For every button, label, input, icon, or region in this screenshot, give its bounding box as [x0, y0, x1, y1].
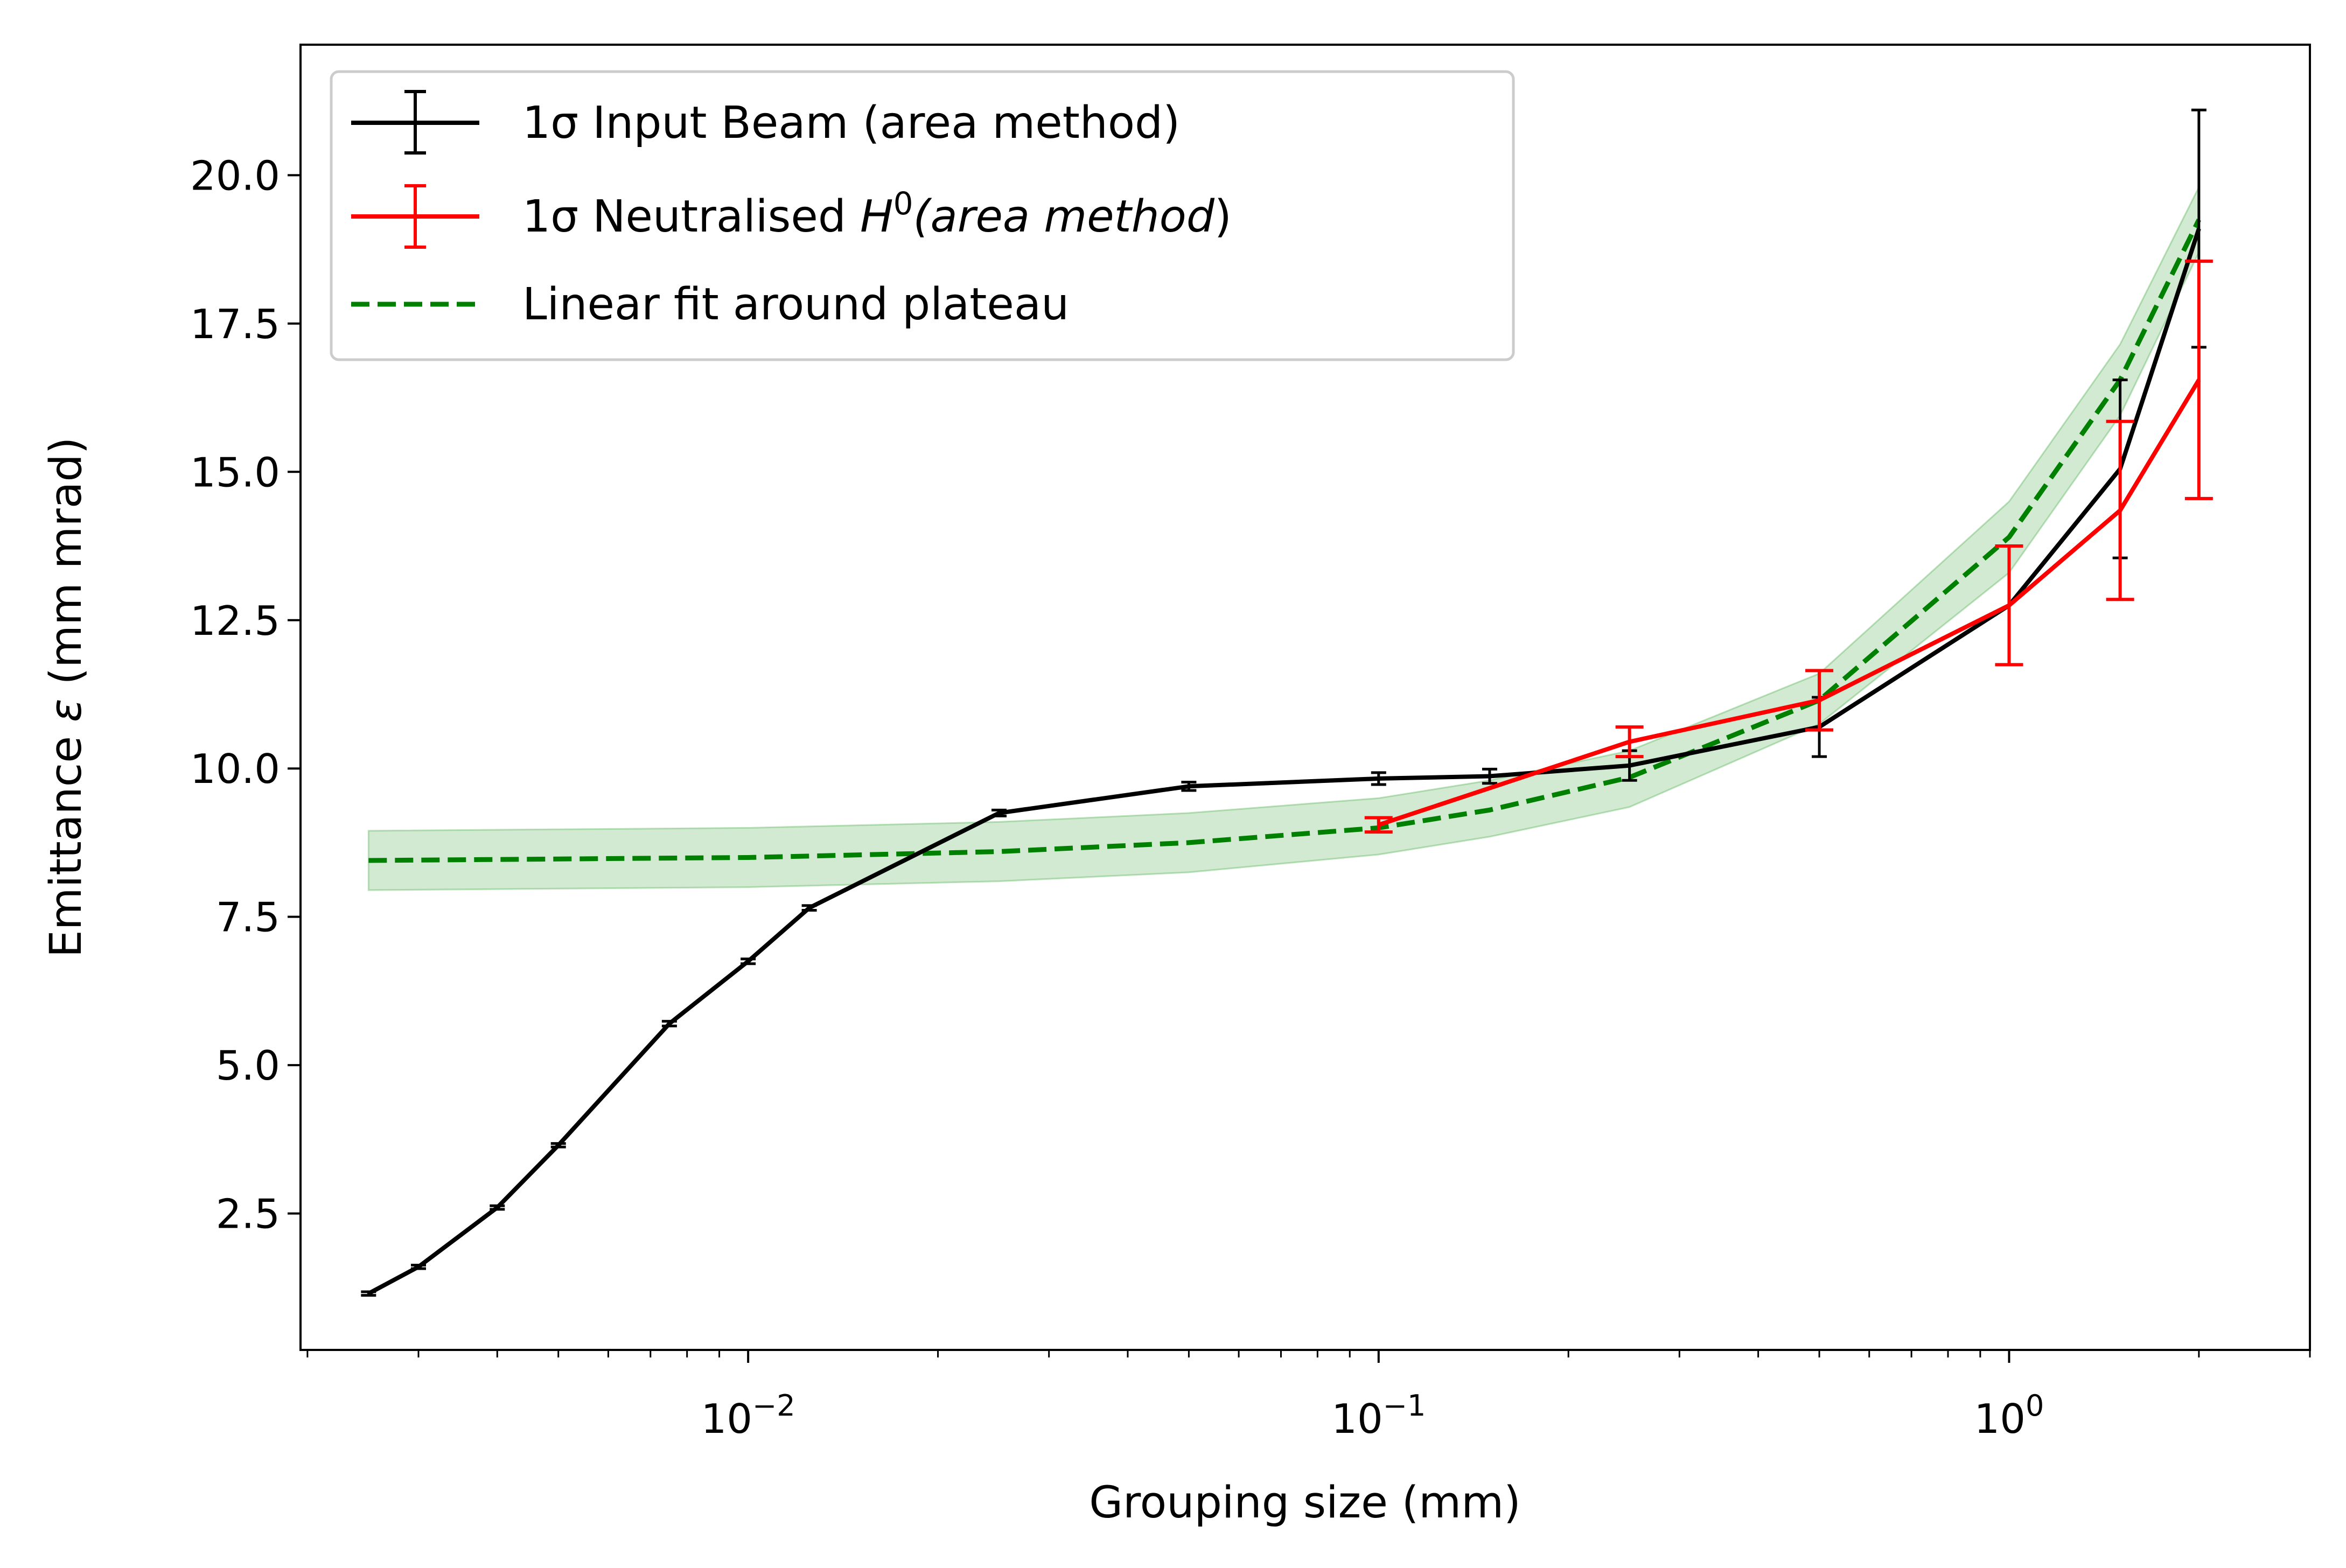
- plot-frame: [299, 44, 2311, 1351]
- x-axis-ticks: 10−2 10−1 100: [306, 1350, 2311, 1443]
- y-tick-label: 12.5: [190, 597, 280, 645]
- y-axis-ticks: 2.5 5.0 7.5 10.0 12.5 15.0 17.5 20.0: [190, 152, 301, 1238]
- x-tick-label: 10−1: [1331, 1389, 1426, 1443]
- x-tick-label: 100: [1974, 1389, 2044, 1443]
- y-tick-label: 17.5: [190, 300, 280, 348]
- x-axis-label: Grouping size (mm): [1089, 1478, 1520, 1528]
- x-tick-label: 10−2: [701, 1389, 795, 1443]
- legend: 1σ Input Beam (area method) 1σ Neutralis…: [330, 70, 1515, 361]
- y-axis-label: Emittance ε (mm mrad): [41, 437, 92, 958]
- legend-marker-input-beam: [351, 90, 479, 155]
- legend-marker-neutralised: [351, 184, 479, 249]
- legend-label-input-beam: 1σ Input Beam (area method): [522, 97, 1180, 149]
- neutralised-errorbar: [1364, 816, 1393, 834]
- linear-fit-layer: [368, 219, 2201, 863]
- legend-label-neutralised: 1σ Neutralised H0(area method): [522, 185, 1232, 242]
- neutralised-series-layer: [1364, 260, 2213, 834]
- legend-label-linear-fit: Linear fit around plateau: [522, 279, 1069, 330]
- legend-box: [330, 70, 1515, 361]
- y-tick-label: 15.0: [190, 449, 280, 496]
- series-line-linear-fit: [368, 219, 2201, 863]
- y-tick-label: 2.5: [216, 1191, 280, 1238]
- series-line-input-beam: [367, 228, 2201, 1296]
- y-tick-label: 20.0: [190, 152, 280, 199]
- y-tick-label: 7.5: [216, 894, 280, 941]
- y-tick-label: 5.0: [216, 1042, 280, 1089]
- y-tick-label: 10.0: [190, 745, 280, 793]
- series-line-neutralised: [1378, 379, 2201, 827]
